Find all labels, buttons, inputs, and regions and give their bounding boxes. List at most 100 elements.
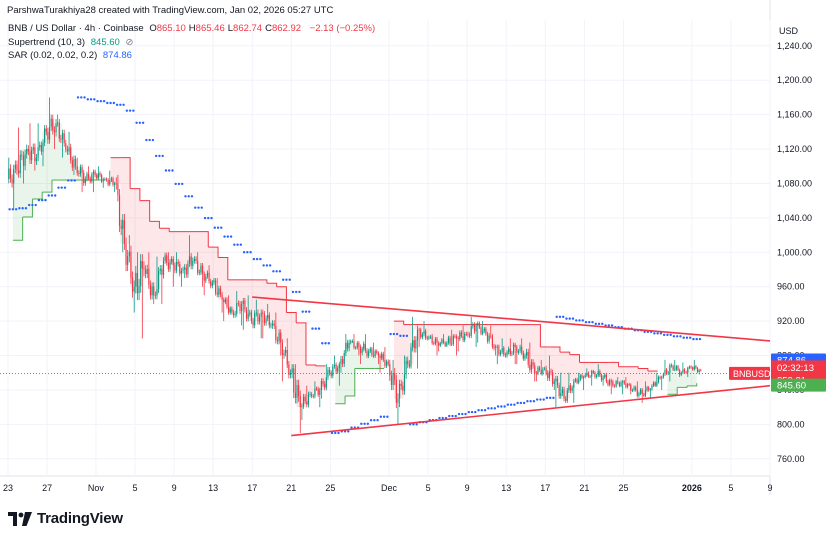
x-tick-label: 17 <box>247 483 257 493</box>
candle-body <box>159 268 161 271</box>
sar-dot <box>373 419 376 422</box>
sar-dot <box>529 400 532 403</box>
candle-body <box>644 390 647 396</box>
trendline-lower[interactable] <box>291 384 771 437</box>
candle-body <box>141 260 143 269</box>
supertrend-fill <box>511 324 521 347</box>
candle-body <box>136 272 139 294</box>
candle-body <box>418 329 420 331</box>
candle-body <box>630 384 632 391</box>
candle-body <box>431 336 433 344</box>
sar-dot <box>229 235 233 238</box>
candle-body <box>171 259 173 262</box>
candle-body <box>657 376 660 383</box>
supertrend-fill <box>530 324 541 373</box>
candle-body <box>525 351 528 356</box>
candle-body <box>403 374 406 391</box>
sar-dot <box>268 264 272 267</box>
legend-supertrend-row[interactable]: Supertrend (10, 3) 845.60 ⊘ <box>8 37 136 48</box>
candle-body <box>68 147 70 152</box>
candle-body <box>387 361 389 365</box>
candle-body <box>133 286 135 292</box>
candle-body <box>599 371 601 376</box>
sar-dot <box>656 332 659 335</box>
candle-body <box>573 381 575 388</box>
candle-body <box>659 376 661 379</box>
supertrend-line <box>266 282 278 287</box>
candle-body <box>63 133 65 144</box>
candle-body <box>166 255 168 263</box>
candle-body <box>122 220 124 229</box>
candle-body <box>19 154 21 174</box>
candle-body <box>592 371 594 373</box>
candle-body <box>335 364 337 372</box>
candle-body <box>226 299 228 307</box>
supertrend-fill <box>559 352 570 399</box>
candle-body <box>636 389 638 396</box>
supertrend-fill <box>315 365 326 390</box>
candle-body <box>610 380 612 382</box>
sar-dot <box>76 96 80 99</box>
candle-body <box>581 375 583 378</box>
sar-dot <box>187 195 190 198</box>
sar-dot <box>255 257 259 261</box>
candle-body <box>158 270 160 290</box>
supertrend-line <box>530 324 541 347</box>
legend-symbol[interactable]: BNB / US Dollar · 4h · Coinbase <box>8 23 144 34</box>
candle-body <box>508 348 510 353</box>
candle-body <box>193 258 196 261</box>
candle-body <box>280 332 282 343</box>
candle-body <box>688 366 691 368</box>
candle-body <box>407 360 409 365</box>
sar-dot <box>477 408 480 412</box>
supertrend-line <box>120 157 131 189</box>
candle-body <box>224 299 226 303</box>
sar-dot <box>174 182 177 186</box>
sar-dot <box>40 198 44 202</box>
candle-body <box>638 393 640 396</box>
candle-body <box>649 389 651 391</box>
candle-body <box>260 312 262 317</box>
sar-dot <box>197 206 200 209</box>
candle-body <box>434 338 437 344</box>
candle-body <box>700 369 702 371</box>
candle-body <box>153 286 155 296</box>
sar-dot <box>308 310 311 313</box>
candle-body <box>210 281 212 286</box>
candle-body <box>200 265 202 273</box>
sar-dot <box>132 109 135 112</box>
candle-body <box>35 157 38 162</box>
candle-body <box>493 346 495 349</box>
candle-body <box>666 369 668 374</box>
sar-dot <box>89 98 93 101</box>
candle-body <box>301 406 303 408</box>
candle-body <box>571 387 573 391</box>
eye-off-icon[interactable]: ⊘ <box>125 37 134 48</box>
candle-body <box>486 334 489 342</box>
supertrend-fill <box>12 170 23 241</box>
candle-body <box>470 326 472 336</box>
candle-body <box>509 348 511 355</box>
candle-body <box>60 138 62 140</box>
sar-dot <box>135 121 138 124</box>
x-tick-label: Dec <box>381 483 398 493</box>
sar-dot <box>386 415 389 418</box>
candle-body <box>384 359 386 366</box>
candle-body <box>542 368 544 374</box>
x-tick-label: 9 <box>172 483 177 493</box>
trendline-upper[interactable] <box>252 296 771 342</box>
sar-dot <box>330 431 334 435</box>
legend-sar-row[interactable]: SAR (0.02, 0.02, 0.2) 874.86 <box>8 50 135 61</box>
candle-body <box>428 337 430 339</box>
candle-body <box>639 389 642 394</box>
candle-body <box>675 366 677 370</box>
y-tick-label: 920.00 <box>777 316 805 326</box>
candle-body <box>252 321 254 326</box>
sar-dot <box>509 403 513 406</box>
tradingview-logo[interactable]: TradingView <box>8 510 123 527</box>
candle-body <box>179 264 181 274</box>
brand-name: TradingView <box>37 510 123 527</box>
supertrend-fill <box>208 247 219 283</box>
